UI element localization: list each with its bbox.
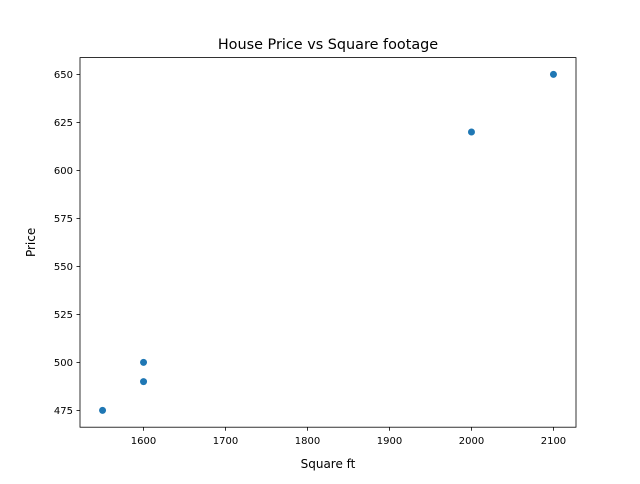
- x-axis-label: Square ft: [301, 457, 356, 471]
- chart-title: House Price vs Square footage: [218, 37, 438, 53]
- y-tick-label: 550: [54, 262, 73, 273]
- x-tick-label: 1600: [131, 436, 156, 447]
- x-tick-label: 1700: [213, 436, 238, 447]
- y-tick-label: 525: [54, 310, 73, 321]
- plot-frame: [79, 57, 577, 428]
- y-axis-label: Price: [24, 228, 38, 257]
- y-tick-label: 575: [54, 214, 73, 225]
- x-tick-label: 1800: [295, 436, 320, 447]
- data-point: [99, 406, 107, 414]
- y-tick-label: 600: [54, 166, 73, 177]
- y-tick-label: 500: [54, 358, 73, 369]
- data-point: [140, 378, 148, 386]
- x-tick-label: 2000: [459, 436, 484, 447]
- data-point: [140, 358, 148, 366]
- data-point: [467, 128, 475, 136]
- y-tick-label: 650: [54, 70, 73, 81]
- x-tick-label: 1900: [377, 436, 402, 447]
- data-point: [549, 70, 557, 78]
- y-tick-label: 625: [54, 118, 73, 129]
- y-tick-label: 475: [54, 406, 73, 417]
- x-tick-label: 2100: [541, 436, 566, 447]
